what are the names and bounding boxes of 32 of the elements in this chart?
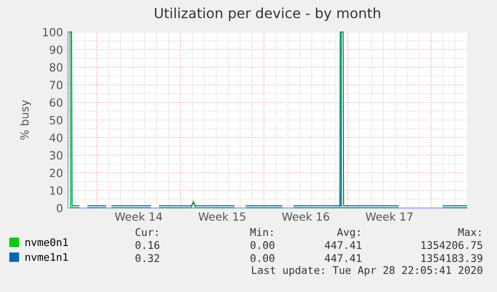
- text: 0.32: [136, 254, 160, 262]
- y-axis-title: % busy: [20, 100, 31, 140]
- y-tick-label: 40: [50, 134, 62, 142]
- x-tick-label: Week 14: [114, 212, 162, 221]
- text: 0.00: [250, 241, 274, 250]
- y-tick-label: 10: [50, 186, 62, 195]
- legend-label: nvme1n1: [26, 253, 68, 261]
- text: Min:: [250, 228, 272, 236]
- y-tick-label: 100: [43, 28, 62, 36]
- legend-label: nvme0n1: [26, 238, 68, 246]
- text: 0.00: [250, 254, 274, 262]
- y-tick-label: 20: [50, 168, 62, 178]
- y-tick-label: 60: [50, 98, 62, 107]
- text: 447.41: [324, 241, 362, 249]
- y-tick-label: 30: [50, 151, 62, 160]
- text: Max:: [458, 228, 480, 236]
- text: 447.41: [324, 254, 362, 262]
- chart-title: Utilization per device - by month: [154, 8, 380, 21]
- x-tick-label: Week 15: [198, 212, 246, 221]
- x-tick-label: Week 17: [366, 212, 412, 221]
- text: Last update: Tue Apr 28 22:05:41 2020: [252, 266, 482, 276]
- text: 0.16: [136, 241, 160, 250]
- text: 1354206.75: [422, 241, 482, 250]
- text: Avg:: [337, 228, 360, 238]
- x-tick-label: Week 16: [282, 212, 330, 221]
- text: Cur:: [136, 228, 158, 236]
- y-tick-label: 0: [56, 204, 62, 212]
- text: 1354183.39: [422, 254, 482, 262]
- y-tick-label: 50: [50, 116, 62, 124]
- y-tick-label: 90: [50, 46, 62, 54]
- y-tick-label: 80: [50, 63, 62, 72]
- y-tick-label: 70: [50, 80, 62, 90]
